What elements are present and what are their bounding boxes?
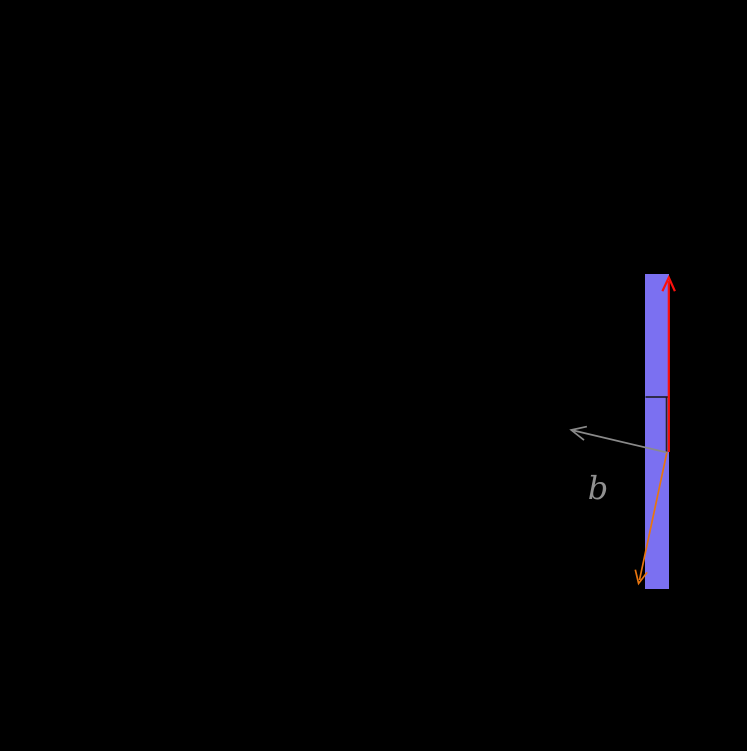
- orange-vector-shaft: [638, 451, 668, 581]
- vector-label-b: b: [588, 469, 608, 507]
- gray-vector: [569, 425, 668, 454]
- red-vector-arrowhead: [661, 274, 676, 292]
- red-vector: [661, 274, 676, 452]
- gray-vector-arrowhead: [569, 425, 588, 441]
- orange-vector: [634, 451, 668, 586]
- gray-vector-shaft: [573, 429, 668, 454]
- blue-bar: [645, 274, 669, 589]
- orange-vector-arrowhead: [634, 569, 648, 586]
